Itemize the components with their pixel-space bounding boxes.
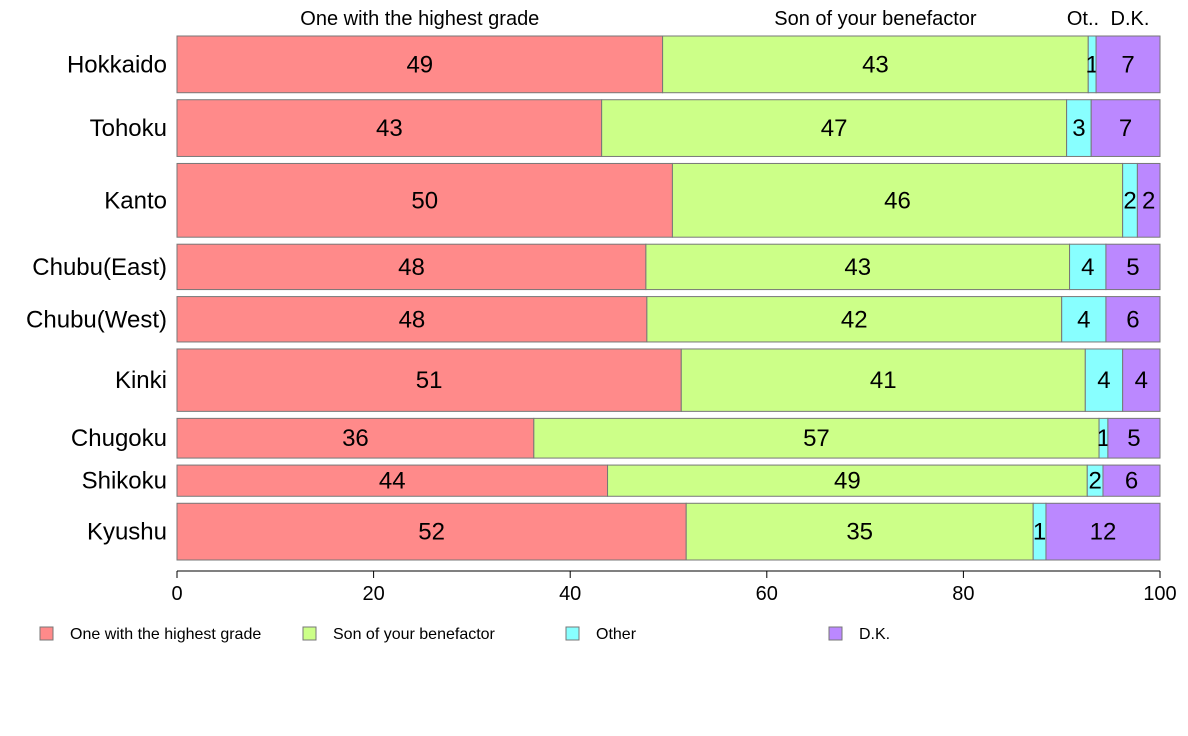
legend-label: One with the highest grade	[70, 626, 261, 643]
bar-segment	[176, 35, 664, 94]
data-label: 1	[1033, 519, 1046, 546]
bar-segment	[1061, 296, 1107, 343]
data-label: 47	[821, 115, 848, 142]
data-label: 46	[884, 187, 911, 214]
legend-swatch	[302, 626, 317, 641]
data-label: 4	[1097, 367, 1110, 394]
tick-label: 0	[171, 583, 182, 605]
data-label: 43	[376, 115, 403, 142]
data-label: 52	[418, 519, 445, 546]
data-label: 2	[1123, 187, 1136, 214]
data-label: 50	[411, 187, 438, 214]
data-label: 48	[398, 254, 425, 281]
legend-label: D.K.	[859, 626, 890, 643]
data-label: 1	[1097, 425, 1110, 452]
bar-segment	[1105, 296, 1161, 343]
data-label: 7	[1119, 115, 1132, 142]
data-label: 4	[1081, 254, 1094, 281]
column-header: D.K.	[1111, 8, 1150, 30]
bar-segment	[176, 502, 687, 561]
bar-segment	[176, 296, 648, 343]
data-label: 35	[846, 519, 873, 546]
bar-segment	[176, 348, 682, 412]
data-label: 2	[1088, 468, 1101, 495]
data-label: 6	[1126, 306, 1139, 333]
data-label: 49	[406, 51, 433, 78]
bar-segment	[533, 417, 1100, 459]
bar-segment	[1102, 464, 1161, 497]
category-label: Chugoku	[71, 425, 167, 452]
bar-segment	[176, 99, 603, 157]
tick-label: 40	[559, 583, 581, 605]
bar-segment	[607, 464, 1088, 497]
data-label: 44	[379, 468, 406, 495]
tick-label: 60	[756, 583, 778, 605]
data-label: 6	[1125, 468, 1138, 495]
category-label: Tohoku	[90, 115, 167, 142]
bar-segment	[646, 296, 1063, 343]
data-label: 3	[1072, 115, 1085, 142]
column-headers: One with the highest grade Son of your be…	[300, 8, 1149, 30]
data-label: 5	[1126, 254, 1139, 281]
bar-segment	[176, 162, 673, 238]
category-label: Hokkaido	[67, 51, 167, 78]
bar-segment	[176, 417, 535, 459]
column-header: Son of your benefactor	[774, 8, 977, 30]
data-label: 43	[844, 254, 871, 281]
x-axis: 0 20 40 60 80 100	[171, 570, 1177, 605]
data-label: 12	[1090, 519, 1117, 546]
data-label: 4	[1077, 306, 1090, 333]
category-label: Chubu(East)	[32, 254, 167, 281]
category-label: Kanto	[104, 187, 167, 214]
data-label: 36	[342, 425, 369, 452]
legend-swatch	[39, 626, 54, 641]
bar-segment	[1122, 348, 1161, 412]
column-header: Ot..	[1067, 8, 1099, 30]
data-label: 51	[416, 367, 443, 394]
bar-segment	[1095, 35, 1161, 94]
legend-swatch	[828, 626, 843, 641]
data-label: 4	[1135, 367, 1148, 394]
bar-segment	[1084, 348, 1124, 412]
tick-label: 80	[952, 583, 974, 605]
data-label: 57	[803, 425, 830, 452]
data-label: 1	[1085, 51, 1098, 78]
legend-swatch	[565, 626, 580, 641]
data-label: 41	[870, 367, 897, 394]
bar-segment	[1090, 99, 1161, 157]
bar-segment	[1107, 417, 1161, 459]
data-label: 43	[862, 51, 889, 78]
bar-segment	[176, 464, 609, 497]
category-label: Kyushu	[87, 519, 167, 546]
bar-segment	[680, 348, 1086, 412]
legend-label: Son of your benefactor	[333, 626, 496, 643]
legend-label: Other	[596, 626, 637, 643]
category-label: Kinki	[115, 367, 167, 394]
legend: One with the highest grade Son of your be…	[39, 626, 890, 643]
tick-label: 100	[1143, 583, 1176, 605]
data-label: 5	[1127, 425, 1140, 452]
bar-segment	[671, 162, 1124, 238]
data-label: 2	[1142, 187, 1155, 214]
tick-label: 20	[362, 583, 384, 605]
bar-segment	[1069, 243, 1107, 291]
column-header: One with the highest grade	[300, 8, 539, 30]
data-label: 42	[841, 306, 868, 333]
category-label: Chubu(West)	[26, 306, 167, 333]
bar-segment	[176, 243, 647, 291]
bar-segment	[601, 99, 1068, 157]
data-label: 48	[399, 306, 426, 333]
data-label: 7	[1121, 51, 1134, 78]
bar-segment	[1045, 502, 1161, 561]
bar-segment	[1066, 99, 1092, 157]
data-label: 49	[834, 468, 861, 495]
bar-segment	[1105, 243, 1161, 291]
bar-segment	[685, 502, 1034, 561]
category-label: Shikoku	[82, 468, 167, 495]
bar-segment	[1136, 162, 1161, 238]
bar-segment	[662, 35, 1089, 94]
